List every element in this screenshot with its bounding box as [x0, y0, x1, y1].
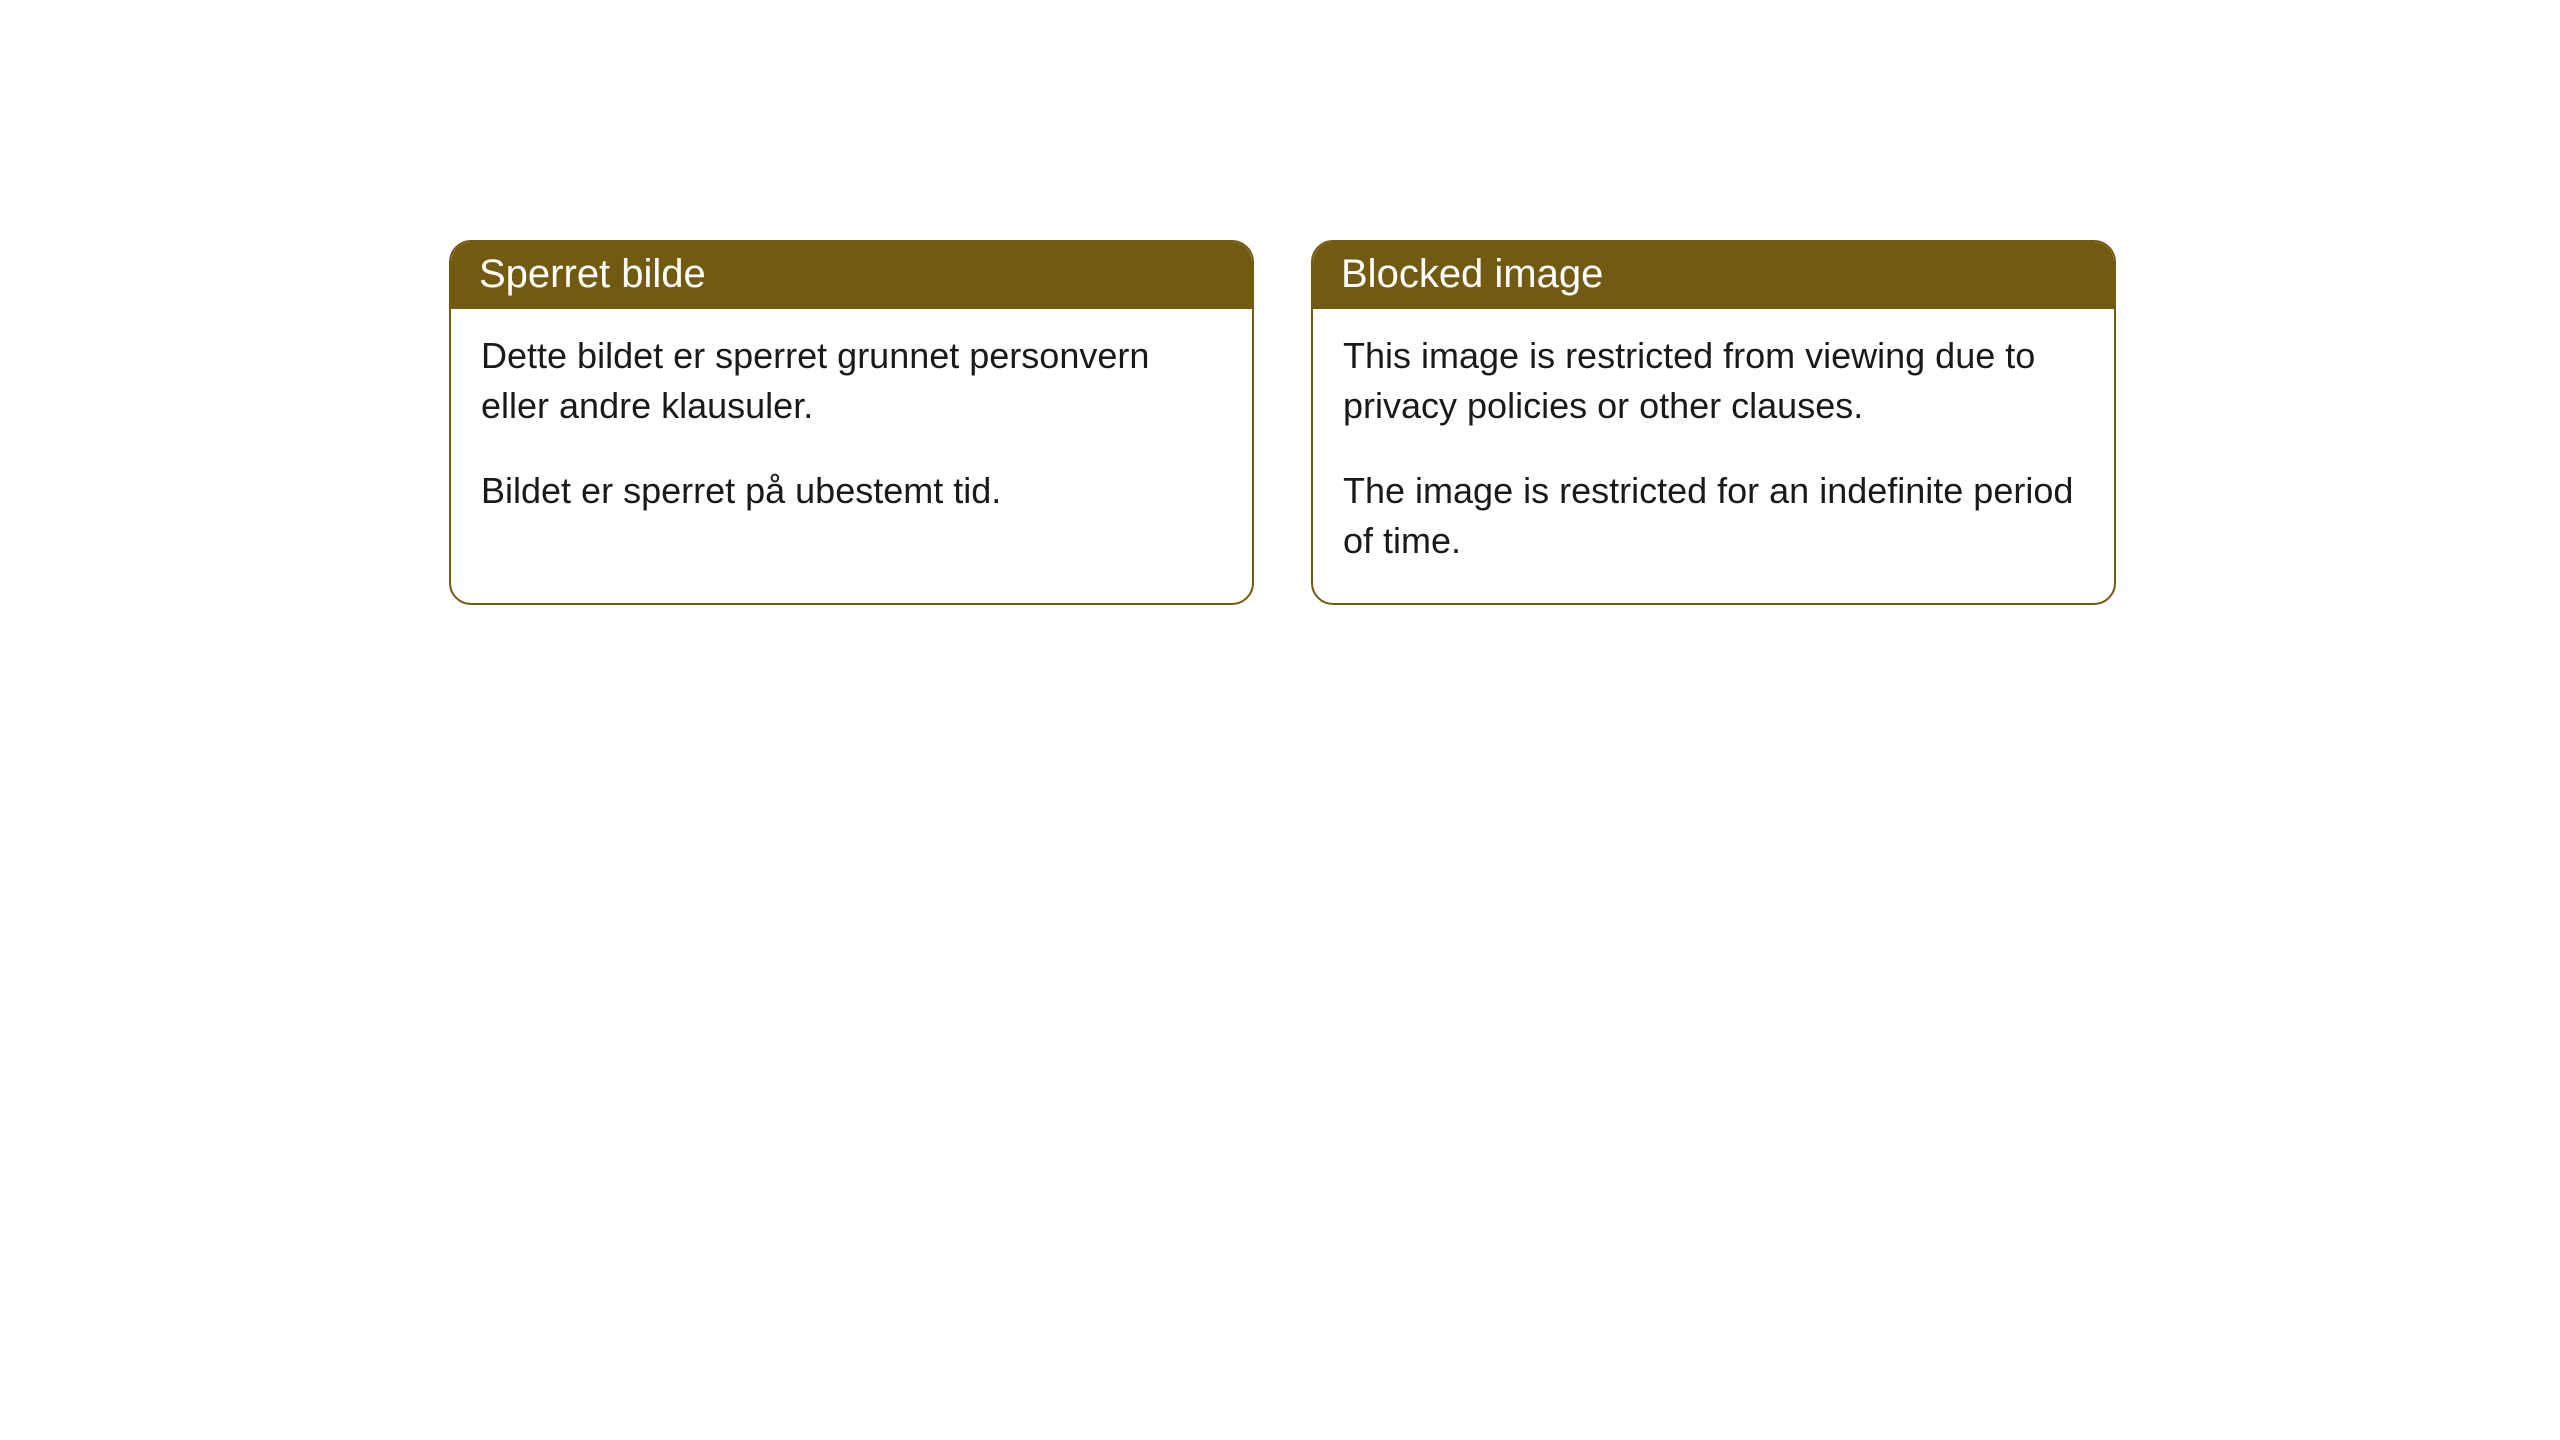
notice-cards-container: Sperret bilde Dette bildet er sperret gr… — [449, 240, 2116, 605]
blocked-image-card-norwegian: Sperret bilde Dette bildet er sperret gr… — [449, 240, 1254, 605]
card-header: Sperret bilde — [451, 242, 1252, 309]
card-text-line2: The image is restricted for an indefinit… — [1343, 466, 2084, 567]
card-text-line1: Dette bildet er sperret grunnet personve… — [481, 331, 1222, 432]
blocked-image-card-english: Blocked image This image is restricted f… — [1311, 240, 2116, 605]
card-body: Dette bildet er sperret grunnet personve… — [451, 309, 1252, 552]
card-text-line2: Bildet er sperret på ubestemt tid. — [481, 466, 1222, 516]
card-text-line1: This image is restricted from viewing du… — [1343, 331, 2084, 432]
card-title: Sperret bilde — [479, 252, 706, 296]
card-title: Blocked image — [1341, 252, 1603, 296]
card-header: Blocked image — [1313, 242, 2114, 309]
card-body: This image is restricted from viewing du… — [1313, 309, 2114, 603]
